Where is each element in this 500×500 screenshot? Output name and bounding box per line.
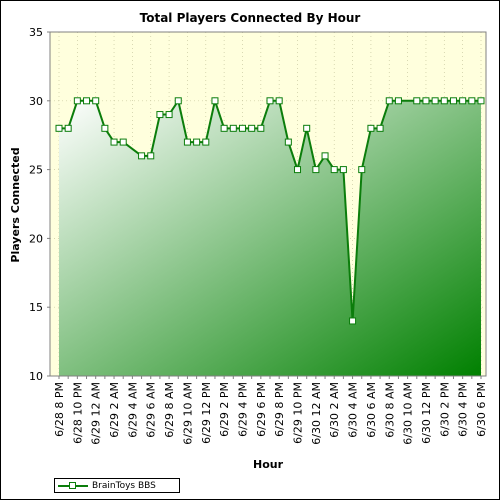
x-tick-label: 6/30 6 PM [475,382,488,437]
x-tick-label: 6/29 6 AM [145,382,158,438]
x-tick-label: 6/29 8 AM [163,382,176,438]
series-area [59,100,481,377]
chart-title: Total Players Connected By Hour [140,11,361,25]
data-point [266,97,274,105]
x-tick-label: 6/29 12 AM [90,382,103,445]
data-point [229,124,237,132]
x-tick-label: 6/29 8 PM [273,382,286,437]
x-tick-label: 6/30 12 AM [310,382,323,445]
x-tick-label: 6/29 4 PM [236,382,249,437]
data-point [156,111,164,119]
data-point [119,138,127,146]
y-tick-label: 20 [29,232,43,245]
data-point [83,97,91,105]
data-point [440,97,448,105]
data-point [349,317,357,325]
data-point [165,111,173,119]
data-point [413,97,421,105]
x-tick-label: 6/29 2 AM [108,382,121,438]
x-tick-label: 6/30 2 AM [328,382,341,438]
x-tick-label: 6/30 2 PM [438,382,451,437]
data-point [138,152,146,160]
data-point [257,124,265,132]
data-point [449,97,457,105]
x-tick-label: 6/29 2 PM [218,382,231,437]
data-point [330,166,338,174]
data-point [468,97,476,105]
data-point [422,97,430,105]
x-tick-label: 6/30 10 AM [402,382,415,445]
data-point [358,166,366,174]
x-tick-label: 6/28 8 PM [53,382,66,437]
data-point [147,152,155,160]
x-tick-label: 6/30 6 AM [365,382,378,438]
data-point [193,138,201,146]
x-tick-label: 6/29 4 AM [126,382,139,438]
y-tick-label: 30 [29,95,43,108]
y-tick-label: 35 [29,26,43,39]
x-tick-label: 6/30 8 AM [383,382,396,438]
data-point [431,97,439,105]
data-point [394,97,402,105]
data-point [312,166,320,174]
legend-swatch [58,480,88,492]
data-point [248,124,256,132]
x-tick-label: 6/29 6 PM [255,382,268,437]
data-point [294,166,302,174]
data-point [211,97,219,105]
legend: BrainToys BBS [54,478,180,493]
data-point [73,97,81,105]
plot-border [49,31,487,377]
x-tick-label: 6/29 10 PM [292,382,305,444]
data-point [101,124,109,132]
y-tick-label: 15 [29,301,43,314]
data-point [110,138,118,146]
x-tick-label: 6/29 10 AM [181,382,194,445]
x-tick-label: 6/28 10 PM [71,382,84,444]
data-point [238,124,246,132]
data-point [339,166,347,174]
data-point [284,138,292,146]
data-point [92,97,100,105]
data-point [321,152,329,160]
data-point [64,124,72,132]
data-point [55,124,63,132]
data-point [183,138,191,146]
x-tick-label: 6/30 4 AM [347,382,360,438]
x-axis-label: Hour [253,458,284,471]
data-point [459,97,467,105]
legend-label-series: BrainToys BBS [92,480,156,491]
data-point [385,97,393,105]
data-point [220,124,228,132]
x-tick-label: 6/30 12 PM [420,382,433,444]
data-point [367,124,375,132]
y-axis-label: Players Connected [9,147,22,262]
data-point [477,97,485,105]
x-tick-label: 6/29 12 PM [200,382,213,444]
y-tick-label: 10 [29,370,43,383]
data-point [303,124,311,132]
data-point [275,97,283,105]
data-point [376,124,384,132]
data-point [202,138,210,146]
y-tick-label: 25 [29,164,43,177]
data-point [174,97,182,105]
x-tick-label: 6/30 4 PM [457,382,470,437]
